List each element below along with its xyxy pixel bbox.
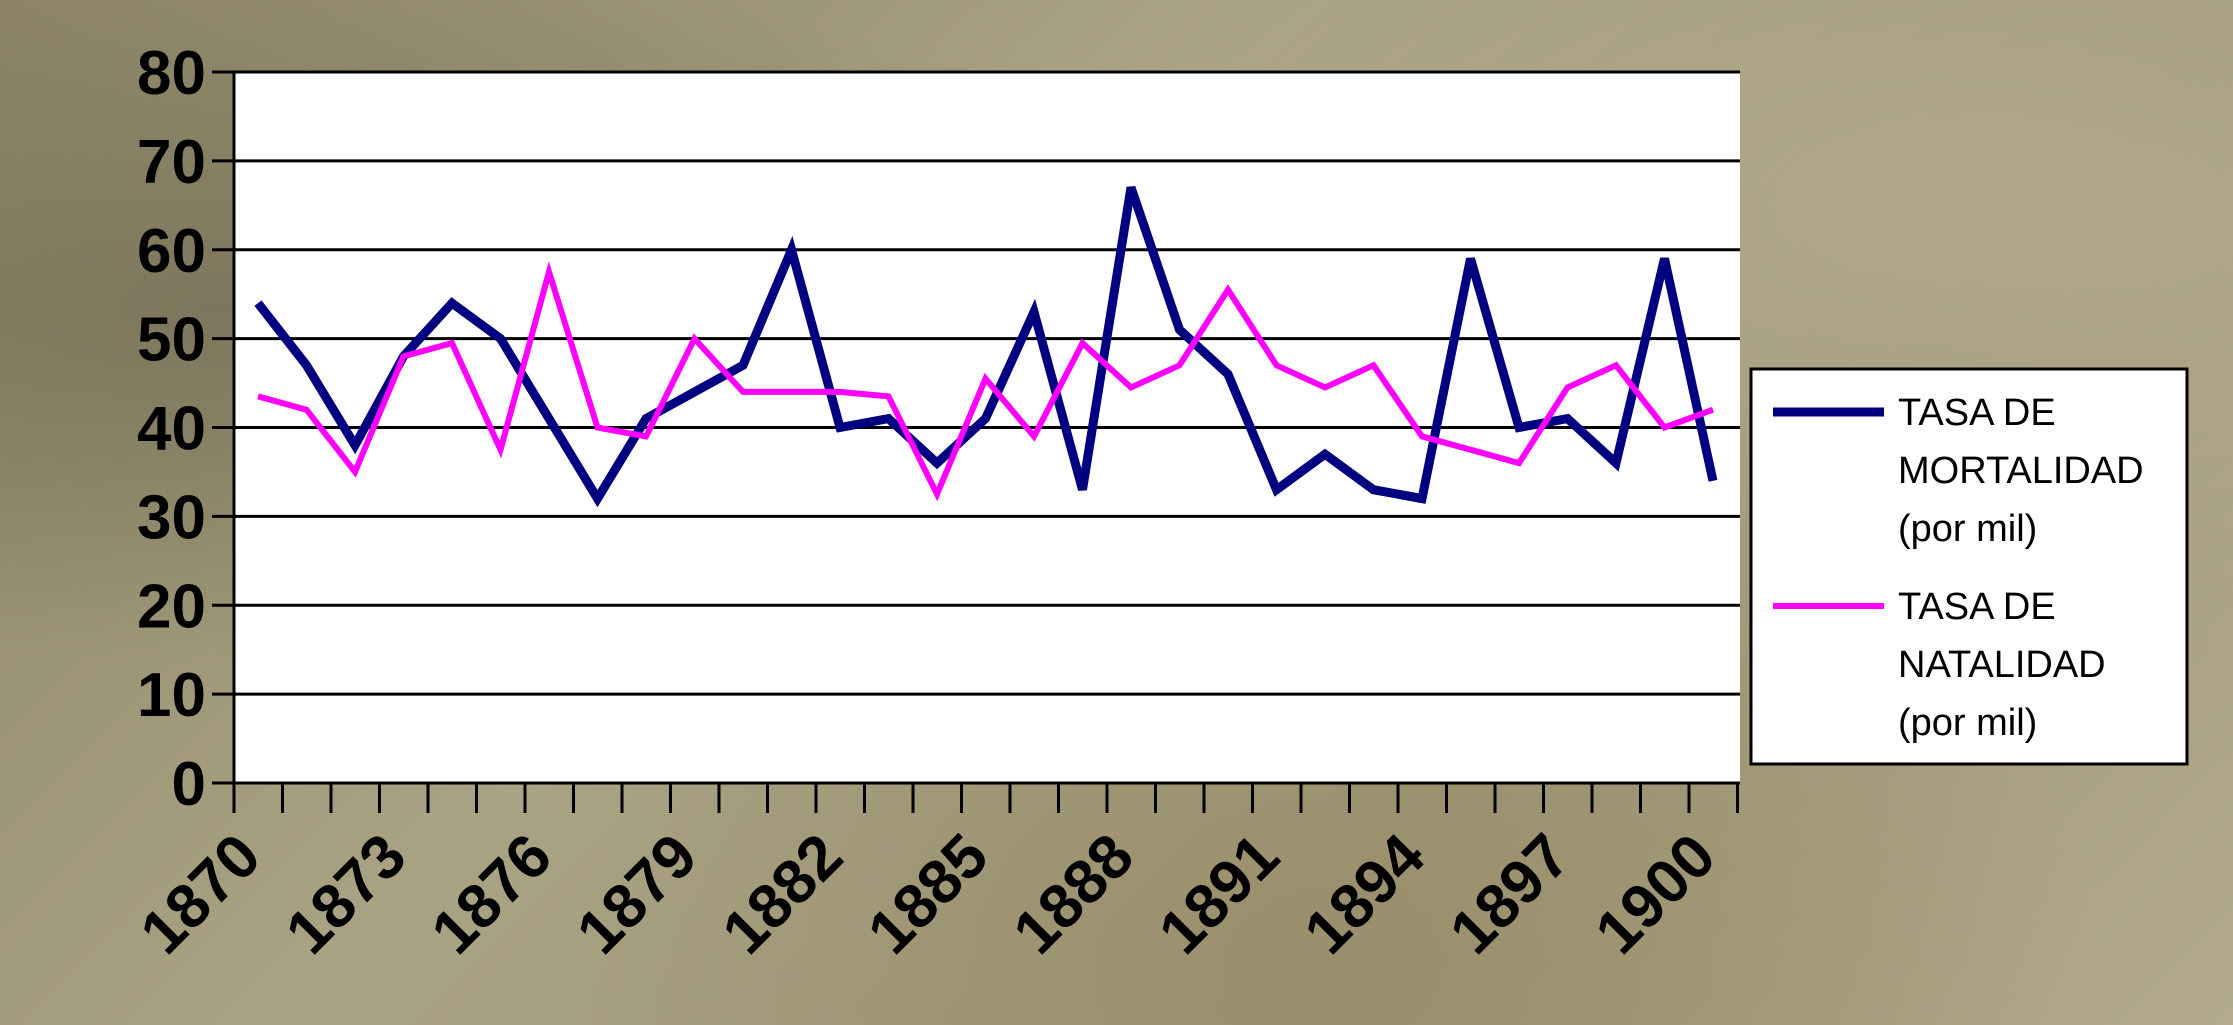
x-tick-label: 1873	[273, 821, 419, 967]
x-tick-label: 1882	[710, 821, 856, 967]
legend-box	[1749, 367, 2189, 766]
x-tick-label: 1891	[1146, 821, 1292, 967]
x-tick-label: 1876	[419, 821, 565, 967]
y-axis: 0 10 20 30 40 50 60 70 80	[137, 39, 236, 819]
x-tick-label: 1894	[1292, 821, 1439, 968]
legend-label-0: MORTALIDAD	[1898, 450, 2144, 492]
legend: TASA DE MORTALIDAD (por mil) TASA DE NATALID…	[1749, 367, 2189, 766]
x-tick-label: 1897	[1437, 821, 1583, 967]
x-tick-label: 1870	[128, 821, 274, 967]
x-tick-label: 1885	[855, 821, 1001, 967]
y-tick-label: 30	[137, 483, 206, 552]
series-line-1	[257, 261, 1715, 502]
y-tick-label: 20	[137, 572, 206, 641]
x-tick-label: 1900	[1583, 821, 1729, 967]
legend-label-1: (por mil)	[1898, 702, 2037, 744]
y-tick-label: 0	[172, 750, 206, 819]
legend-label-0: TASA DE	[1898, 392, 2056, 434]
gridlines	[234, 70, 1740, 696]
y-tick-label: 80	[137, 39, 206, 108]
legend-label-1: NATALIDAD	[1898, 644, 2106, 686]
y-tick-label: 40	[137, 395, 206, 464]
x-axis: 1870 1873 1876 1879 1882 1885 1888 1891 1894 1897…	[128, 781, 1740, 968]
y-tick-label: 50	[137, 306, 206, 375]
y-tick-label: 60	[137, 217, 206, 286]
series-line-0	[254, 186, 1718, 508]
series-lines	[254, 186, 1718, 508]
y-tick-label: 10	[137, 661, 206, 730]
y-tick-label: 70	[137, 128, 206, 197]
x-tick-label: 1888	[1001, 821, 1147, 967]
legend-label-0: (por mil)	[1898, 508, 2037, 550]
x-tick-label: 1879	[564, 821, 710, 967]
legend-label-1: TASA DE	[1898, 586, 2056, 628]
